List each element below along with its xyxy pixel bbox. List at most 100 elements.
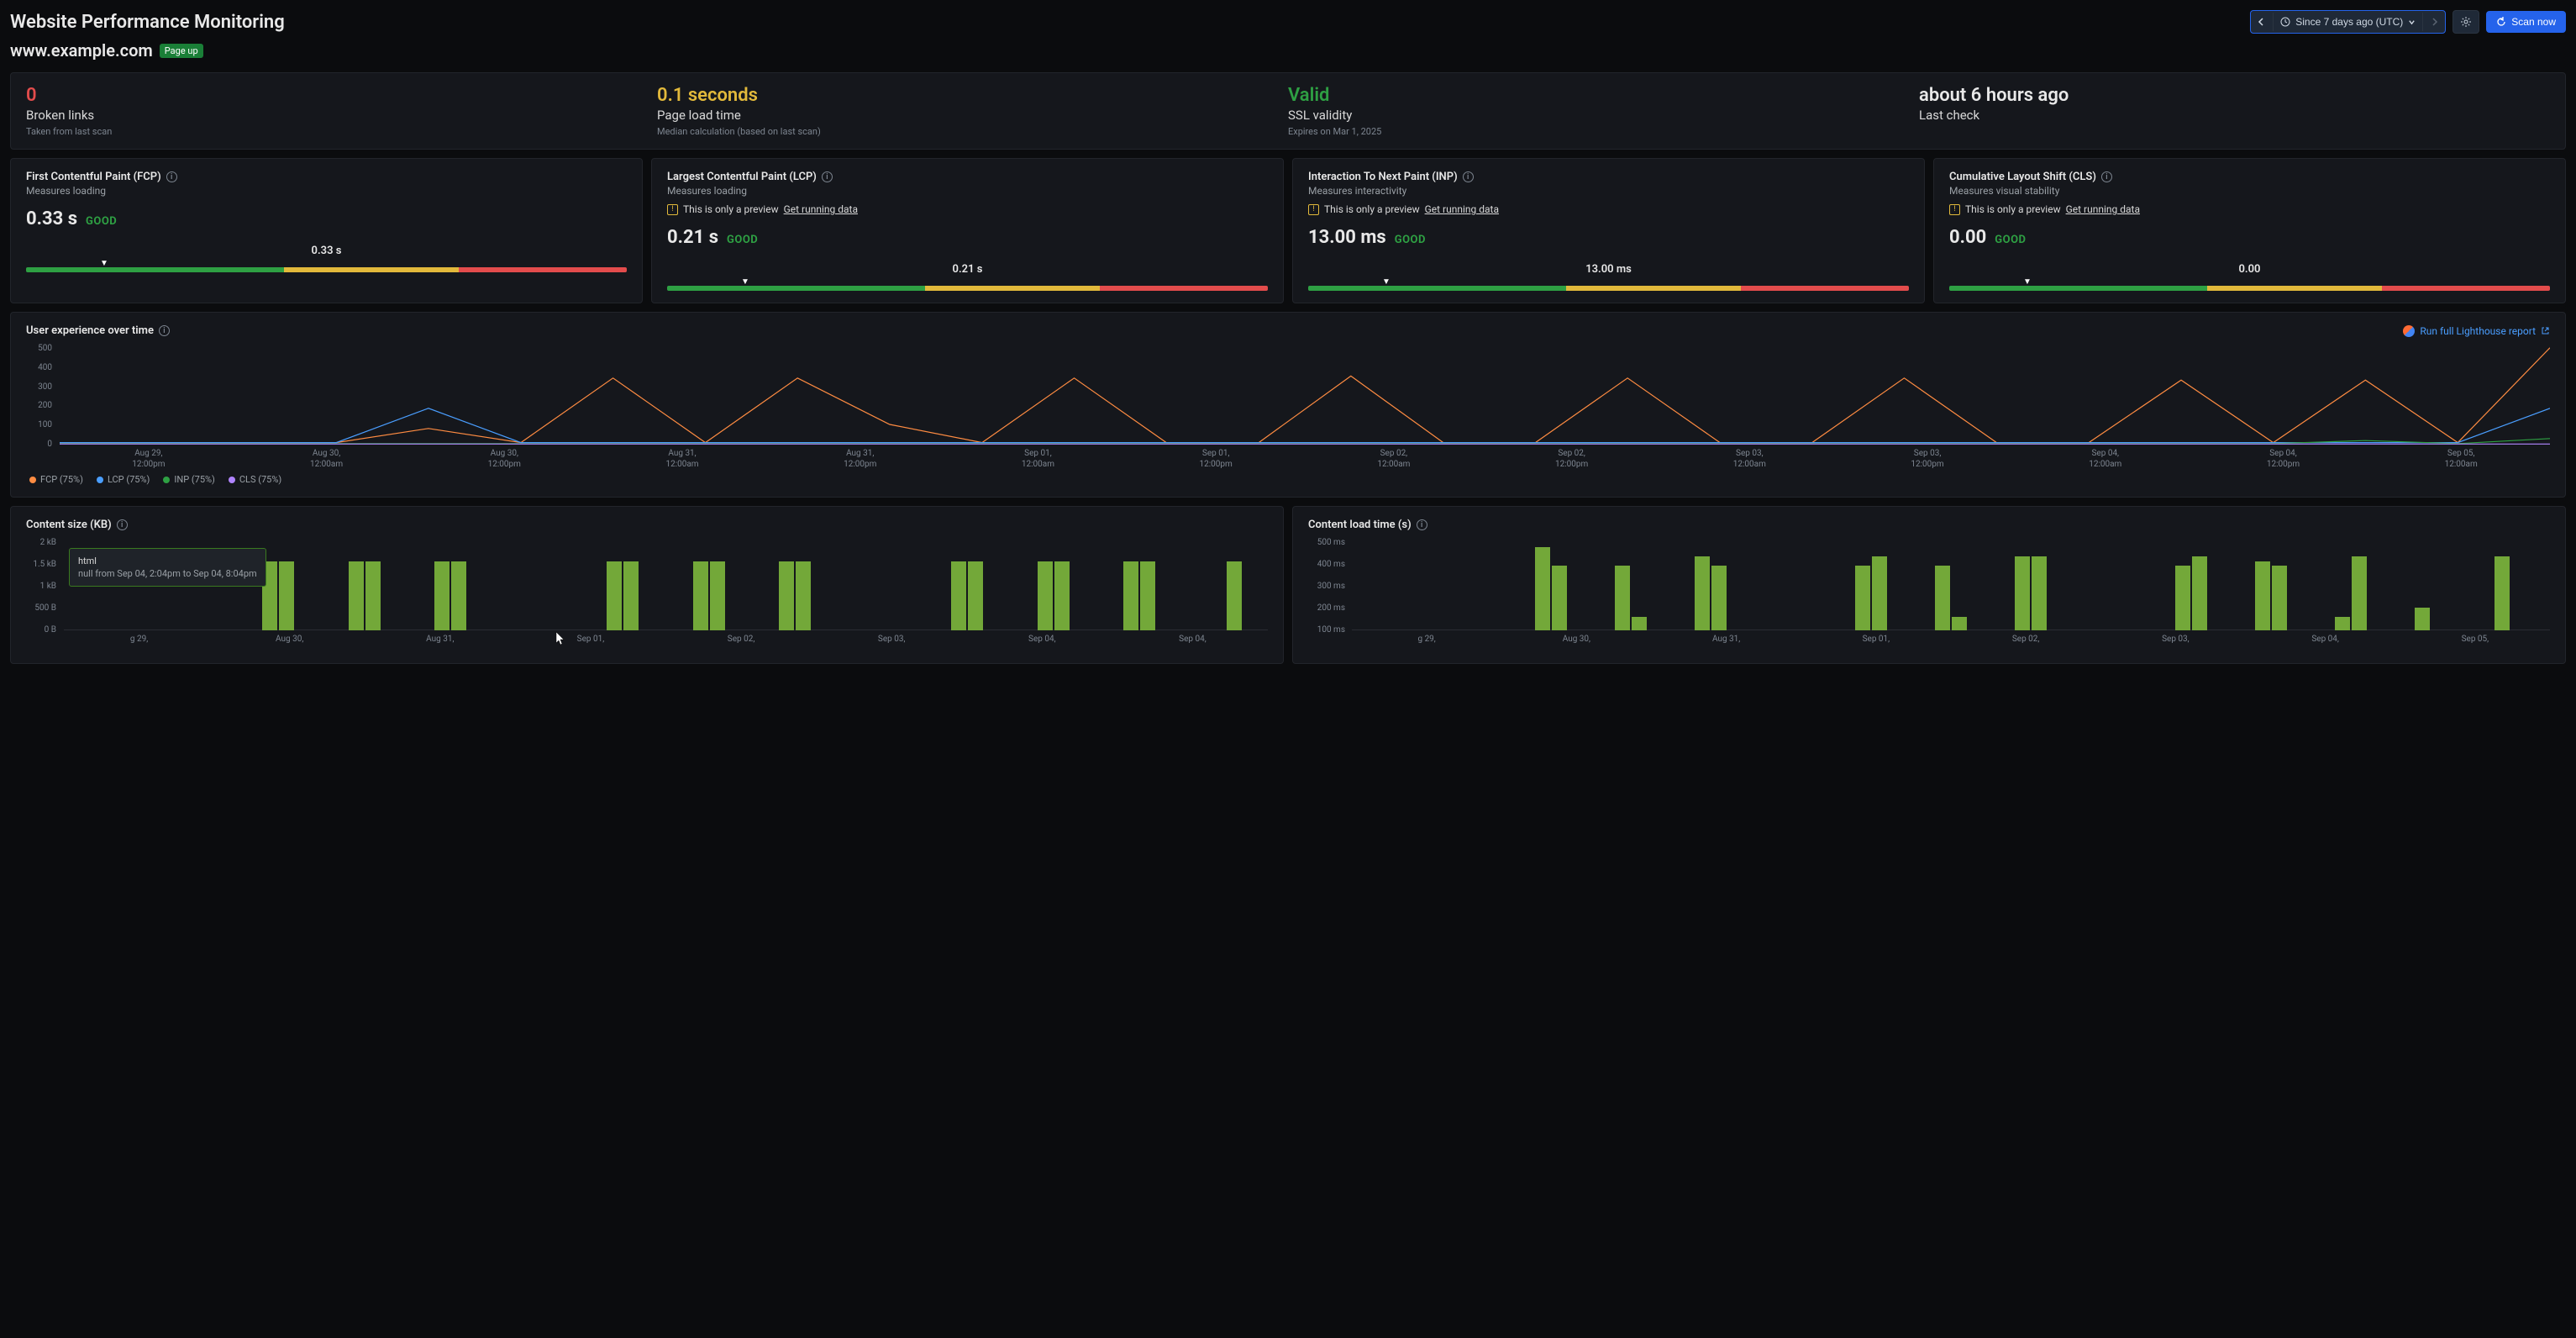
- bar[interactable]: [1872, 556, 1887, 630]
- bar[interactable]: [1615, 566, 1630, 630]
- status-badge: Page up: [160, 44, 203, 58]
- metric-subtitle: Measures interactivity: [1308, 185, 1909, 197]
- bar[interactable]: [693, 561, 708, 631]
- gauge-label: 13.00 ms: [1308, 263, 1909, 276]
- time-range-button[interactable]: Since 7 days ago (UTC): [2274, 11, 2422, 33]
- bar[interactable]: [2415, 608, 2430, 631]
- metric-status: GOOD: [727, 234, 758, 246]
- warning-icon: !: [1308, 204, 1319, 215]
- settings-button[interactable]: [2452, 10, 2479, 34]
- bar[interactable]: [2192, 556, 2207, 630]
- x-tick: Sep 04,12:00am: [2016, 445, 2195, 470]
- bar[interactable]: [434, 561, 449, 631]
- bar[interactable]: [1695, 556, 1710, 630]
- warning-icon: !: [667, 204, 678, 215]
- bar[interactable]: [2032, 556, 2047, 630]
- get-running-data-link[interactable]: Get running data: [1425, 203, 1499, 215]
- metric-subtitle: Measures loading: [667, 185, 1268, 197]
- info-icon[interactable]: i: [2101, 171, 2112, 182]
- metric-status: GOOD: [1395, 234, 1426, 246]
- time-range-picker[interactable]: Since 7 days ago (UTC): [2250, 10, 2446, 34]
- bar[interactable]: [2015, 556, 2030, 630]
- metric-card: Largest Contentful Paint (LCP)i Measures…: [651, 158, 1284, 303]
- bar[interactable]: [779, 561, 794, 631]
- gear-icon: [2460, 16, 2472, 28]
- x-tick: Aug 31,12:00pm: [771, 445, 949, 470]
- bar[interactable]: [2175, 566, 2190, 630]
- x-tick: Sep 03,12:00pm: [1838, 445, 2016, 470]
- bar[interactable]: [710, 561, 725, 631]
- bar[interactable]: [1935, 566, 1950, 630]
- metric-card: Cumulative Layout Shift (CLS) i Measures …: [1933, 158, 2566, 303]
- bar[interactable]: [607, 561, 622, 631]
- time-range-label: Since 7 days ago (UTC): [2295, 16, 2403, 28]
- bar[interactable]: [1140, 561, 1155, 631]
- bar[interactable]: [951, 561, 966, 631]
- site-domain: www.example.com: [10, 40, 153, 61]
- last-check-label: Last check: [1919, 108, 2533, 123]
- preview-text: This is only a preview: [683, 203, 779, 215]
- x-tick: Sep 04,12:00pm: [2195, 445, 2373, 470]
- bar[interactable]: [2352, 556, 2367, 630]
- preview-text: This is only a preview: [1324, 203, 1420, 215]
- bar[interactable]: [279, 561, 294, 631]
- metric-title: Cumulative Layout Shift (CLS): [1949, 171, 2096, 183]
- bar[interactable]: [2272, 566, 2287, 630]
- gauge-pointer: ▼: [2023, 277, 2032, 287]
- bar[interactable]: [2255, 561, 2270, 631]
- time-next-button[interactable]: [2422, 13, 2445, 31]
- legend-item[interactable]: FCP (75%): [29, 474, 83, 485]
- metric-value: 0.21 s: [667, 227, 718, 248]
- ux-line-chart: [60, 344, 2550, 445]
- bar[interactable]: [262, 561, 277, 631]
- info-icon[interactable]: i: [1417, 519, 1427, 530]
- bar[interactable]: [1227, 561, 1242, 631]
- time-prev-button[interactable]: [2251, 13, 2274, 31]
- info-icon[interactable]: i: [166, 171, 177, 182]
- info-icon[interactable]: i: [1463, 171, 1474, 182]
- legend-item[interactable]: LCP (75%): [97, 474, 150, 485]
- summary-panel: 0 Broken links Taken from last scan 0.1 …: [10, 72, 2566, 150]
- metric-subtitle: Measures loading: [26, 185, 627, 197]
- bar[interactable]: [1952, 617, 1967, 631]
- metric-title: First Contentful Paint (FCP): [26, 171, 161, 183]
- bar[interactable]: [1038, 561, 1053, 631]
- bar[interactable]: [365, 561, 381, 631]
- content-load-bars: [1352, 538, 2550, 630]
- lighthouse-link[interactable]: Run full Lighthouse report: [2403, 325, 2550, 337]
- gauge-label: 0.33 s: [26, 245, 627, 257]
- gauge-bar: [26, 267, 627, 272]
- info-icon[interactable]: i: [117, 519, 128, 530]
- get-running-data-link[interactable]: Get running data: [2066, 203, 2140, 215]
- broken-links-value: 0: [26, 85, 640, 106]
- bar[interactable]: [796, 561, 811, 631]
- bar[interactable]: [349, 561, 364, 631]
- warning-icon: !: [1949, 204, 1960, 215]
- info-icon[interactable]: i: [822, 171, 833, 182]
- metric-subtitle: Measures visual stability: [1949, 185, 2550, 197]
- content-size-bars: [64, 538, 1268, 630]
- bar[interactable]: [2335, 617, 2350, 631]
- last-check-value: about 6 hours ago: [1919, 85, 2533, 106]
- info-icon[interactable]: i: [159, 325, 170, 336]
- gauge-bar: [1308, 286, 1909, 291]
- bar[interactable]: [2495, 556, 2510, 630]
- bar[interactable]: [1123, 561, 1138, 631]
- bar[interactable]: [1054, 561, 1070, 631]
- bar[interactable]: [1535, 547, 1550, 630]
- x-tick: Aug 31,12:00am: [593, 445, 771, 470]
- bar[interactable]: [1632, 617, 1647, 631]
- gauge-label: 0.00: [1949, 263, 2550, 276]
- bar[interactable]: [1552, 566, 1567, 630]
- get-running-data-link[interactable]: Get running data: [784, 203, 858, 215]
- legend-item[interactable]: INP (75%): [163, 474, 215, 485]
- bar[interactable]: [1855, 566, 1870, 630]
- bar[interactable]: [623, 561, 639, 631]
- ssl-value: Valid: [1288, 85, 1902, 106]
- bar[interactable]: [1711, 566, 1727, 630]
- preview-text: This is only a preview: [1965, 203, 2061, 215]
- legend-item[interactable]: CLS (75%): [229, 474, 281, 485]
- scan-now-button[interactable]: Scan now: [2486, 11, 2566, 33]
- bar[interactable]: [451, 561, 466, 631]
- bar[interactable]: [968, 561, 983, 631]
